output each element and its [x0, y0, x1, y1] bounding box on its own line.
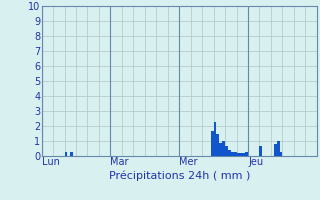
Bar [277, 141, 280, 156]
Bar [234, 152, 236, 156]
Bar [245, 152, 248, 156]
Bar [236, 153, 239, 156]
Bar [260, 146, 262, 156]
Bar [216, 134, 219, 156]
Bar [225, 146, 228, 156]
Bar [219, 142, 222, 156]
Bar [70, 152, 73, 156]
Bar [65, 152, 68, 156]
X-axis label: Précipitations 24h ( mm ): Précipitations 24h ( mm ) [108, 170, 250, 181]
Bar [222, 141, 225, 156]
Bar [211, 130, 214, 156]
Bar [274, 144, 277, 156]
Bar [231, 152, 234, 156]
Bar [228, 150, 231, 156]
Bar [239, 153, 242, 156]
Bar [214, 121, 216, 156]
Bar [242, 153, 245, 156]
Bar [280, 152, 282, 156]
